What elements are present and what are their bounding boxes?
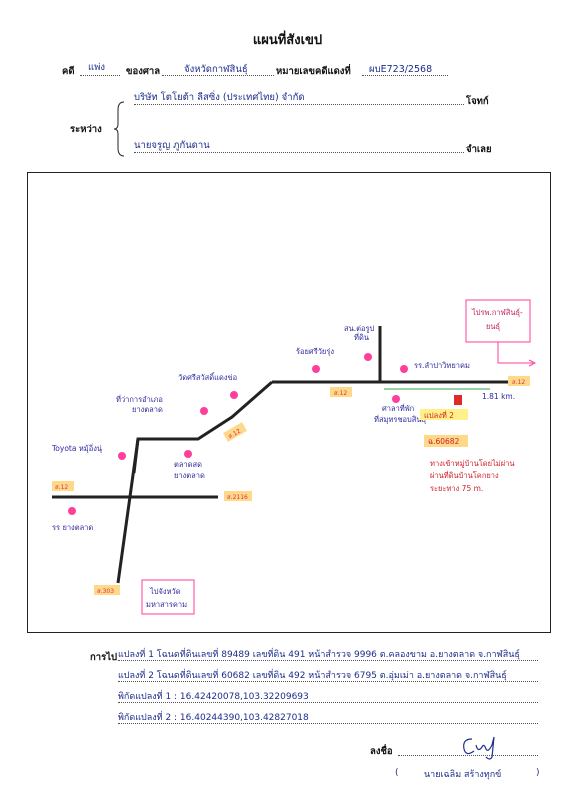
case-label: คดี [62, 66, 75, 77]
road-tag-7: ส.303 [97, 588, 114, 595]
signature-image [463, 736, 495, 760]
school-marker [400, 365, 408, 373]
distance-text: 1.81 km. [482, 392, 515, 401]
plot-cell-label: ศาลาที่พัก [382, 403, 414, 413]
route-label: การไป [90, 652, 117, 663]
police-marker [364, 353, 372, 361]
page-title: แผนที่สังเขป [252, 33, 323, 48]
school2-marker [68, 507, 76, 515]
plot-highlight [420, 409, 468, 420]
to-province-label-2: มหาสารคาม [146, 600, 187, 609]
police-label: สน.ต่อรูป [344, 324, 374, 333]
to-province-box [141, 579, 195, 615]
case-type: แพ่ง [88, 62, 106, 73]
school-label: รร.ลำปาวิทยาคม [414, 361, 470, 370]
wat-label: วัดศรีสวัสดิ์แดงข่อ [178, 372, 237, 382]
plot2-coordinates: พิกัดแปลงที่ 2 : 16.40244390,103.4282701… [118, 713, 309, 723]
defendant-name: นายจรูญ ภูกันดาน [134, 140, 210, 151]
road-tag-2: ส.12 [334, 390, 347, 397]
junction-label: ร้อยศรีวัยรุ่ง [296, 347, 334, 356]
sketch-map: 1.81 km. ไปรพ.กาฬสินธุ์- ยนธุ์ รร.ลำปาวิ… [27, 172, 551, 633]
market-label-2: ยางตลาด [174, 471, 205, 480]
plot2-description: แปลงที่ 2 โฉนดที่ดินเลขที่ 60682 เลขที่ด… [118, 671, 507, 681]
plot-label: แปลงที่ 2 [424, 410, 454, 420]
road-tag-1: ส.12 [512, 379, 525, 386]
signer-paren-close: ) [536, 768, 540, 778]
case-number-label: หมายเลขคดีแดงที่ [276, 66, 351, 77]
court-name: จังหวัดกาฬสินธุ์ [184, 64, 248, 75]
map-drawing: 1.81 km. ไปรพ.กาฬสินธุ์- ยนธุ์ รร.ลำปาวิ… [51, 299, 537, 615]
plaintiff-role: โจทก์ [466, 96, 489, 107]
party-brace [113, 101, 125, 157]
case-number: ผบE723/2568 [369, 64, 433, 75]
plot1-description: แปลงที่ 1 โฉนดที่ดินเลขที่ 89489 เลขที่ด… [118, 650, 520, 660]
north-south-road [116, 438, 140, 584]
police-label-2: ที่ดิน [354, 332, 369, 342]
between-label: ระหว่าง [70, 124, 102, 135]
plot-cell-marker [392, 395, 400, 403]
plaintiff-name: บริษัท โตโยต้า ลีสซิ่ง (ประเทศไทย) จำกัด [134, 92, 305, 103]
market-marker [184, 450, 192, 458]
toyota-label: Toyota หมุ้อิ่งนุ่ [51, 443, 102, 453]
signer-paren-open: ( [395, 768, 399, 778]
road-tag-4: ส.12 [55, 484, 68, 491]
plot-cell-label-2: ที่สมุทรชอบสินธุ์ [374, 414, 426, 424]
plot1-coordinates: พิกัดแปลงที่ 1 : 16.42420078,103.3220969… [118, 692, 309, 702]
signer-name: นายเฉลิม สร้างทุกข์ [424, 770, 502, 780]
plot-marker [454, 395, 462, 405]
to-kalasin-label-2: ยนธุ์ [486, 322, 500, 331]
wat-marker [230, 391, 238, 399]
district-office-marker [200, 407, 208, 415]
defendant-role: จำเลย [466, 144, 492, 155]
junction-marker [312, 365, 320, 373]
note-line-3: ระยะทาง 75 m. [430, 484, 483, 493]
to-province-label: ไปจังหวัด [149, 587, 181, 596]
road-tag-5: ส.2116 [227, 494, 248, 501]
toyota-marker [118, 452, 126, 460]
district-office-label-2: ยางตลาด [132, 405, 163, 414]
court-label: ของศาล [126, 66, 161, 77]
district-office-label: ที่ว่าการอำเภอ [116, 394, 163, 404]
note-line-1: ทางเข้าหมู่บ้านโดยไม่ผ่าน [430, 459, 514, 468]
to-kalasin-box [465, 299, 531, 343]
deed-label: ฉ.60682 [428, 437, 460, 446]
note-line-2: ผ่านที่ดินบ้านโคกยาง [430, 470, 499, 480]
signature-label: ลงชื่อ [370, 746, 393, 757]
to-kalasin-arrow [497, 342, 533, 364]
to-kalasin-label: ไปรพ.กาฬสินธุ์- [471, 308, 523, 317]
market-label: ตลาดสด [174, 460, 202, 469]
deed-highlight [424, 435, 468, 447]
school2-label: รร ยางตลาด [52, 523, 93, 532]
